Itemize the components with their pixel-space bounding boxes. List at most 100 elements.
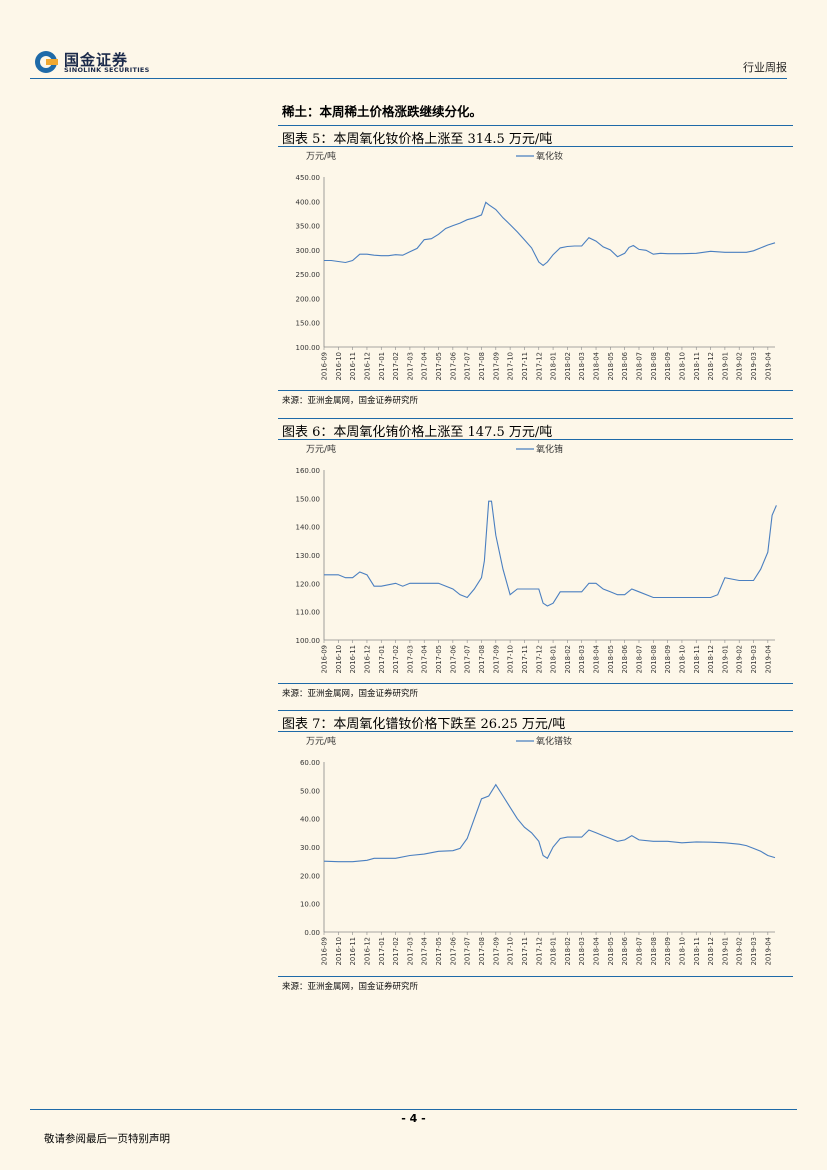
x-tick-label: 2017-07 bbox=[464, 352, 472, 380]
x-tick-label: 2017-11 bbox=[521, 937, 529, 965]
figure-7-source: 来源：亚洲金属网，国金证券研究所 bbox=[282, 982, 419, 992]
y-tick-label: 450.00 bbox=[296, 174, 321, 182]
x-tick-label: 2016-11 bbox=[349, 352, 357, 380]
figure-7-source-bar: 来源：亚洲金属网，国金证券研究所 bbox=[278, 976, 793, 993]
x-tick-label: 2018-12 bbox=[707, 645, 715, 673]
pr-nd-oxide-price-chart: 万元/吨 氧化镨钕 0.00 10.00 20.00 30.00 40.00 50.00 60.… bbox=[300, 735, 776, 965]
x-tick-label: 2018-08 bbox=[650, 352, 658, 380]
figure-6-source-bar: 来源：亚洲金属网，国金证券研究所 bbox=[278, 683, 793, 700]
y-tick-label: 350.00 bbox=[296, 223, 321, 231]
x-tick-label: 2018-06 bbox=[621, 645, 629, 673]
x-tick-label: 2019-01 bbox=[721, 937, 729, 965]
figure-5-title: 图表 5：本周氧化钕价格上涨至 314.5 万元/吨 bbox=[282, 132, 553, 147]
x-tick-label: 2016-11 bbox=[349, 645, 357, 673]
x-tick-label: 2017-10 bbox=[507, 645, 515, 673]
x-tick-label: 2017-12 bbox=[535, 937, 543, 965]
x-tick-label: 2017-04 bbox=[421, 937, 429, 965]
y-tick-label: 100.00 bbox=[296, 344, 321, 352]
figure-7-title: 图表 7：本周氧化镨钕价格下跌至 26.25 万元/吨 bbox=[282, 717, 566, 732]
x-tick-label: 2018-12 bbox=[707, 352, 715, 380]
x-tick-label: 2017-10 bbox=[507, 352, 515, 380]
y-tick-label: 100.00 bbox=[296, 637, 321, 645]
x-tick-label: 2019-04 bbox=[764, 645, 772, 673]
x-tick-label: 2019-01 bbox=[721, 352, 729, 380]
neodymium-oxide-price-chart: 万元/吨 氧化钕 100.00 150.00 200.00 250.00 300.00 350… bbox=[296, 150, 776, 380]
x-tick-label: 2017-03 bbox=[406, 352, 414, 380]
x-tick-label: 2018-03 bbox=[578, 352, 586, 380]
x-tick-label: 2016-10 bbox=[335, 937, 343, 965]
x-tick-label: 2018-02 bbox=[564, 645, 572, 673]
y-tick-label: 200.00 bbox=[296, 295, 321, 303]
x-tick-label: 2017-09 bbox=[492, 352, 500, 380]
y-tick-label: 120.00 bbox=[296, 580, 321, 588]
x-tick-label: 2018-06 bbox=[621, 937, 629, 965]
x-tick-label: 2018-10 bbox=[678, 645, 686, 673]
figure-6-title-bar: 图表 6：本周氧化铕价格上涨至 147.5 万元/吨 bbox=[278, 418, 793, 440]
figure-5-source: 来源：亚洲金属网，国金证券研究所 bbox=[282, 396, 419, 406]
x-tick-label: 2017-11 bbox=[521, 352, 529, 380]
x-tick-label: 2019-04 bbox=[764, 352, 772, 380]
page-header: 国金证券 SINOLINK SECURITIES 行业周报 bbox=[0, 0, 827, 80]
y-tick-label: 160.00 bbox=[296, 467, 321, 475]
x-tick-label: 2019-04 bbox=[764, 937, 772, 965]
company-logo-icon bbox=[35, 51, 58, 73]
x-tick-label: 2017-01 bbox=[378, 645, 386, 673]
header-divider bbox=[30, 78, 787, 79]
x-tick-label: 2019-01 bbox=[721, 645, 729, 673]
x-tick-label: 2017-02 bbox=[392, 645, 400, 673]
y-tick-label: 60.00 bbox=[300, 759, 320, 767]
x-tick-label: 2018-06 bbox=[621, 352, 629, 380]
x-tick-label: 2016-12 bbox=[363, 352, 371, 380]
x-tick-label: 2016-09 bbox=[321, 937, 329, 965]
logo-text-cn: 国金证券 bbox=[64, 51, 129, 69]
unit-label: 万元/吨 bbox=[306, 150, 336, 162]
y-tick-label: 10.00 bbox=[300, 901, 320, 909]
x-tick-label: 2017-07 bbox=[464, 937, 472, 965]
x-tick-label: 2016-09 bbox=[321, 352, 329, 380]
x-tick-label: 2018-08 bbox=[650, 937, 658, 965]
x-tick-label: 2018-09 bbox=[664, 352, 672, 380]
figure-6-chart: 万元/吨 氧化铕 100.00 110.00 120.00 130.00 140.00 150… bbox=[278, 440, 793, 680]
y-tick-label: 20.00 bbox=[300, 872, 320, 880]
y-tick-label: 40.00 bbox=[300, 816, 320, 824]
x-tick-label: 2017-05 bbox=[435, 352, 443, 380]
y-tick-label: 140.00 bbox=[296, 524, 321, 532]
figure-5-chart: 万元/吨 氧化钕 100.00 150.00 200.00 250.00 300.00 350… bbox=[278, 147, 793, 387]
x-tick-label: 2016-12 bbox=[363, 937, 371, 965]
x-tick-label: 2018-05 bbox=[607, 352, 615, 380]
x-tick-label: 2018-01 bbox=[550, 645, 558, 673]
x-tick-label: 2017-09 bbox=[492, 645, 500, 673]
unit-label: 万元/吨 bbox=[306, 735, 336, 747]
x-tick-label: 2017-05 bbox=[435, 645, 443, 673]
y-tick-label: 250.00 bbox=[296, 271, 321, 279]
x-tick-label: 2018-08 bbox=[650, 645, 658, 673]
figure-5-title-bar: 图表 5：本周氧化钕价格上涨至 314.5 万元/吨 bbox=[278, 125, 793, 147]
x-tick-label: 2018-01 bbox=[550, 352, 558, 380]
x-tick-label: 2017-05 bbox=[435, 937, 443, 965]
x-tick-label: 2018-09 bbox=[664, 937, 672, 965]
x-tick-label: 2017-06 bbox=[449, 645, 457, 673]
footer-divider bbox=[30, 1109, 797, 1110]
x-tick-label: 2017-06 bbox=[449, 352, 457, 380]
x-tick-label: 2017-08 bbox=[478, 352, 486, 380]
x-tick-label: 2018-12 bbox=[707, 937, 715, 965]
x-tick-label: 2019-02 bbox=[736, 645, 744, 673]
figure-5-source-bar: 来源：亚洲金属网，国金证券研究所 bbox=[278, 390, 793, 407]
y-tick-label: 300.00 bbox=[296, 247, 321, 255]
x-tick-label: 2018-04 bbox=[593, 352, 601, 380]
figure-6-source: 来源：亚洲金属网，国金证券研究所 bbox=[282, 689, 419, 699]
x-tick-label: 2017-01 bbox=[378, 352, 386, 380]
x-tick-label: 2019-02 bbox=[736, 937, 744, 965]
x-tick-label: 2018-07 bbox=[635, 352, 643, 380]
disclaimer-text: 敬请参阅最后一页特别声明 bbox=[44, 1133, 170, 1145]
x-tick-label: 2018-07 bbox=[635, 937, 643, 965]
x-tick-label: 2017-03 bbox=[406, 937, 414, 965]
x-tick-label: 2019-03 bbox=[750, 937, 758, 965]
y-tick-label: 30.00 bbox=[300, 844, 320, 852]
x-tick-label: 2018-04 bbox=[593, 645, 601, 673]
y-tick-label: 150.00 bbox=[296, 495, 321, 503]
legend-label: 氧化钕 bbox=[536, 150, 563, 162]
series-line-氧化钕 bbox=[324, 201, 776, 267]
europium-oxide-price-chart: 万元/吨 氧化铕 100.00 110.00 120.00 130.00 140.00 150… bbox=[296, 443, 777, 673]
